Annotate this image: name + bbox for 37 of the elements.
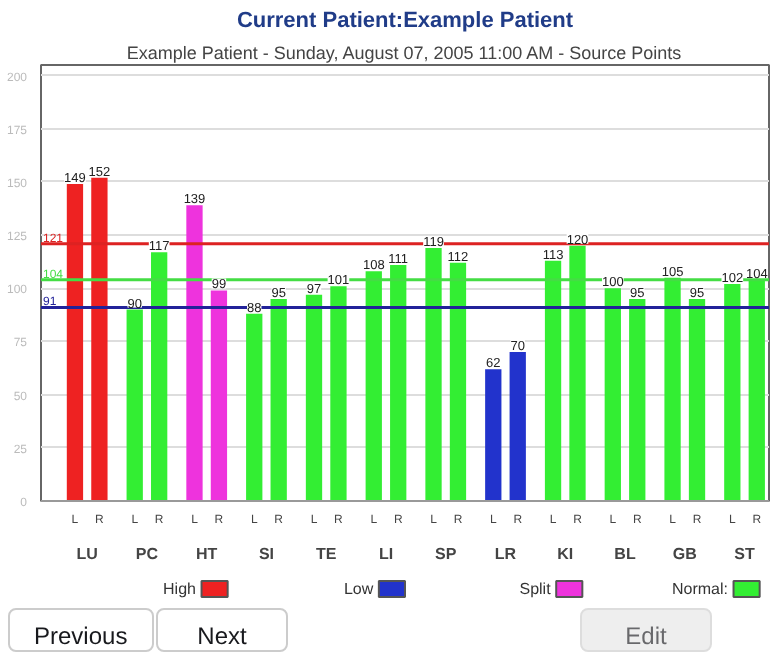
legend-label: Low (343, 580, 374, 598)
text: LI (378, 545, 394, 563)
text: Next (156, 608, 288, 652)
bar (365, 271, 382, 501)
bar (569, 245, 586, 501)
chart-title: Current Patient:Example Patient (236, 9, 574, 33)
text: LR (494, 545, 517, 563)
bar (246, 313, 263, 501)
text: BL (614, 545, 636, 563)
text: ST (734, 545, 755, 563)
text: Edit (580, 608, 712, 652)
bar (390, 264, 407, 501)
text: SP (435, 545, 458, 563)
bar (485, 369, 502, 501)
legend-label: Normal: (671, 580, 728, 598)
legend-label: Split (519, 580, 553, 598)
bar (186, 205, 203, 501)
bar (126, 309, 143, 501)
text: PC (135, 545, 159, 563)
bar (629, 298, 646, 501)
text: HT (196, 545, 218, 563)
bar (305, 294, 323, 501)
text: SI (258, 545, 275, 563)
bar (449, 262, 467, 501)
text: LU (76, 545, 99, 563)
text: GB (672, 545, 698, 563)
text: Previous (8, 608, 154, 652)
bar (91, 177, 108, 501)
bar (688, 298, 706, 501)
bar (210, 290, 228, 501)
legend-label: High (163, 580, 196, 598)
bar (748, 279, 765, 501)
bar (509, 352, 526, 501)
chart-subtitle: Example Patient - Sunday, August 07, 2005 11:00 AM - Source Points (126, 43, 683, 63)
text: KI (557, 545, 574, 563)
bar (66, 184, 84, 501)
text: TE (316, 545, 338, 563)
